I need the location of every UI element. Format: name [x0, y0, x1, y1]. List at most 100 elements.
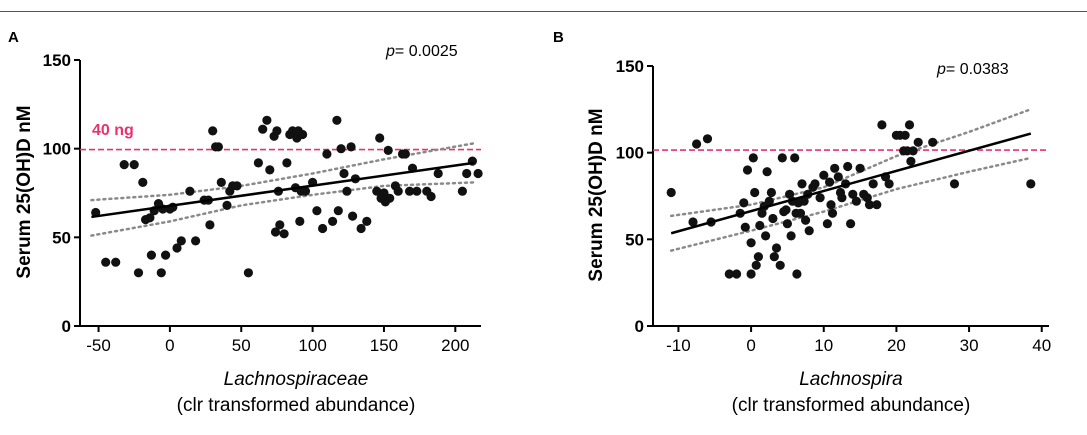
panel-b-xlabel: Lachnospira [799, 369, 903, 390]
panel-b-pvalue-value: = 0.0383 [946, 61, 1009, 78]
panel-b-data-point [801, 215, 811, 225]
panel-b-y-tick-label: 150 [616, 57, 644, 76]
panel-b-data-point [928, 137, 938, 147]
panel-b-data-point [792, 269, 802, 279]
panel-a-y-tick-label: 150 [43, 51, 71, 70]
panel-a-data-point [265, 165, 275, 175]
panel-b-data-point [762, 167, 772, 177]
panel-b-data-point [769, 252, 779, 262]
panel-a-x-tick-label: 0 [165, 336, 174, 355]
panel-b-data-point [797, 179, 807, 189]
panel-a-data-point [342, 186, 352, 196]
panel-a-data-point [258, 124, 268, 134]
panel-a-data-point [328, 216, 338, 226]
panel-a-fit-line [91, 161, 475, 219]
panel-a-data-point [400, 149, 410, 159]
panel-a-data-point [318, 223, 328, 234]
panel-b-x-tick-label: 10 [814, 336, 833, 355]
panel-b-data-point [826, 200, 836, 210]
panel-a-data-point [156, 268, 166, 278]
panel-a-data-point [282, 158, 292, 168]
panel-a-threshold-label: 40 ng [92, 122, 134, 139]
panel-b-data-point [822, 219, 833, 229]
panel-b-data-point [692, 139, 702, 149]
panel-a-data-point [333, 206, 343, 216]
panel-b-y-tick-label: 50 [625, 230, 644, 249]
panel-a-data-point [375, 133, 385, 143]
panel-a-pvalue-p: p [385, 43, 395, 60]
panel-b-ylabel: Serum 25(OH)D nM [586, 108, 607, 281]
panel-b-data-point [781, 205, 791, 215]
panel-a-data-point [138, 177, 148, 187]
panel-a-data-point [262, 115, 272, 125]
panel-a-data-point [253, 158, 263, 168]
panel-a-data-point [405, 186, 415, 196]
panel-b-data-point [740, 222, 750, 232]
panel-b-data-point [688, 217, 698, 227]
panel-b-data-point [804, 226, 814, 236]
panel-a-data-point [208, 126, 218, 136]
panel-b-data-point [872, 200, 882, 210]
panel-a-data-point [457, 186, 467, 196]
panel-b-data-point [837, 193, 847, 203]
panel-a-x-tick-label: 50 [232, 336, 251, 355]
panel-b-data-point [750, 187, 760, 198]
panel-b-data-point [906, 156, 916, 166]
panel-b: B p= 0.0383 Serum 25(OH)D nM Lachnospira… [553, 29, 1051, 416]
panel-a-data-point [473, 168, 483, 179]
panel-b-data-point [862, 193, 872, 203]
panel-a-data-point [393, 186, 403, 196]
panel-a-xlabel-sub: (clr transformed abundance) [177, 395, 416, 416]
panel-a-pvalue: p= 0.0025 [385, 43, 458, 60]
panel-a-data-point [356, 223, 366, 234]
panel-b-data-point [702, 134, 713, 144]
panel-b-data-point [833, 172, 843, 182]
panel-a-data-point [145, 213, 155, 223]
panel-a-data-point [426, 191, 436, 202]
panel-b-data-point [751, 260, 761, 270]
panel-a-pvalue-value: = 0.0025 [395, 43, 458, 60]
panel-b-data-point [666, 187, 676, 198]
panel-b-data-point [739, 198, 749, 208]
panel-a-x-tick-label: 200 [441, 336, 469, 355]
panel-b-data-point [755, 220, 765, 231]
panel-b-data-point [748, 153, 758, 163]
panel-a-data-point [161, 250, 171, 260]
panel-a-y-tick-label: 50 [52, 228, 71, 247]
panel-a-data-point [372, 186, 382, 196]
panel-b-data-point [799, 196, 809, 206]
panel-b-data-point [724, 269, 734, 279]
panel-a-data-point [385, 193, 395, 203]
panel-a-x-tick-label: -50 [86, 336, 111, 355]
panel-a-data-point [111, 257, 121, 267]
panel-a-data-point [279, 229, 289, 239]
panel-b-data-point [746, 269, 756, 279]
panel-b-pvalue: p= 0.0383 [936, 61, 1009, 78]
panel-b-data-point [913, 137, 923, 147]
panel-b-data-point [825, 177, 835, 187]
panel-b-data-point [848, 189, 858, 199]
panel-a-data-point [243, 268, 253, 278]
panel-b-ci-lower [669, 156, 1033, 252]
panel-b-data-point [830, 163, 840, 173]
panel-b-data-point [795, 208, 806, 218]
panel-a-data-point [172, 243, 182, 253]
panel-b-data-point [846, 219, 856, 229]
panel-b-data-point [810, 179, 820, 189]
panel-b-data-point [764, 196, 774, 206]
panel-b-data-point [904, 120, 915, 130]
panel-b-data-point [753, 252, 764, 262]
panel-b-data-point [768, 213, 778, 224]
panel-b-data-point [884, 179, 894, 189]
panel-a-x-tick-label: 150 [370, 336, 398, 355]
panel-b-data-point [785, 189, 795, 199]
panel-b-x-tick-label: 30 [960, 336, 979, 355]
panel-a-data-point [272, 126, 282, 136]
panel-b-data-point [771, 243, 782, 253]
panel-b-data-point [827, 208, 838, 218]
panel-a-data-point [332, 115, 342, 125]
panel-a-data-point [322, 149, 332, 159]
panel-a-data-point [133, 268, 144, 278]
panel-a-data-point [336, 144, 346, 154]
panel-b-x-tick-label: 0 [746, 336, 755, 355]
